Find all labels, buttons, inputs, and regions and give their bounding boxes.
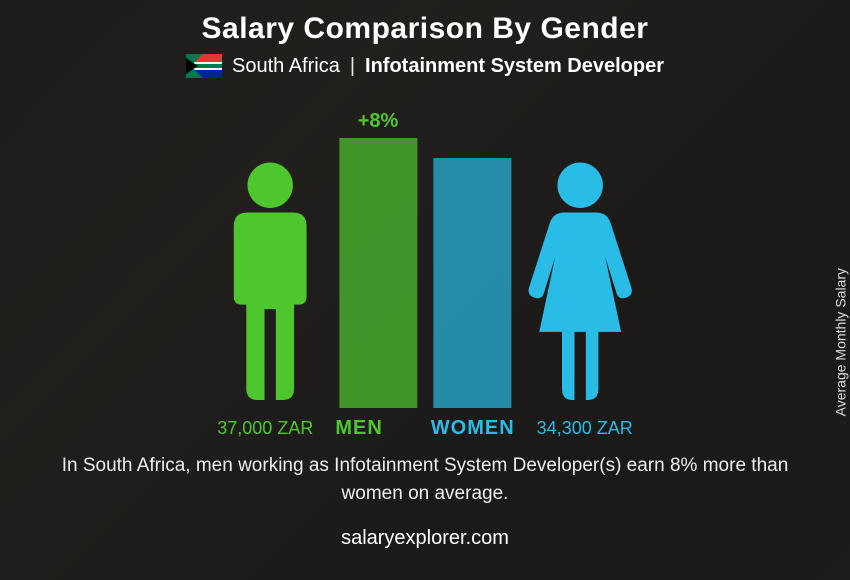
country-label: South Africa	[232, 55, 340, 78]
y-axis-label: Average Monthly Salary	[832, 268, 848, 416]
women-icon-wrap	[523, 158, 637, 408]
men-category-label: MEN	[335, 417, 382, 440]
men-bar-wrap: +8%	[339, 138, 417, 408]
subtitle-row: South Africa | Infotainment System Devel…	[0, 54, 850, 78]
men-salary-value: 37,000 ZAR	[217, 418, 313, 439]
men-icon-wrap	[213, 158, 327, 408]
women-bar	[433, 158, 511, 408]
job-title-label: Infotainment System Developer	[365, 55, 664, 78]
category-row: 37,000 ZAR MEN WOMEN 34,300 ZAR	[217, 417, 632, 440]
delta-label: +8%	[358, 110, 399, 133]
page-title: Salary Comparison By Gender	[0, 0, 850, 46]
summary-text: In South Africa, men working as Infotain…	[0, 452, 850, 507]
chart-center-group: +8%	[213, 138, 636, 408]
separator-pipe: |	[350, 55, 355, 78]
men-bar	[339, 138, 417, 408]
women-bar-wrap	[433, 158, 511, 408]
women-salary-value: 34,300 ZAR	[537, 418, 633, 439]
man-icon	[213, 158, 327, 408]
chart-area: Average Monthly Salary +8%	[0, 88, 850, 448]
women-category-label: WOMEN	[431, 417, 515, 440]
woman-icon	[523, 158, 637, 408]
south-africa-flag-icon	[186, 54, 222, 78]
footer-site: salaryexplorer.com	[0, 527, 850, 550]
